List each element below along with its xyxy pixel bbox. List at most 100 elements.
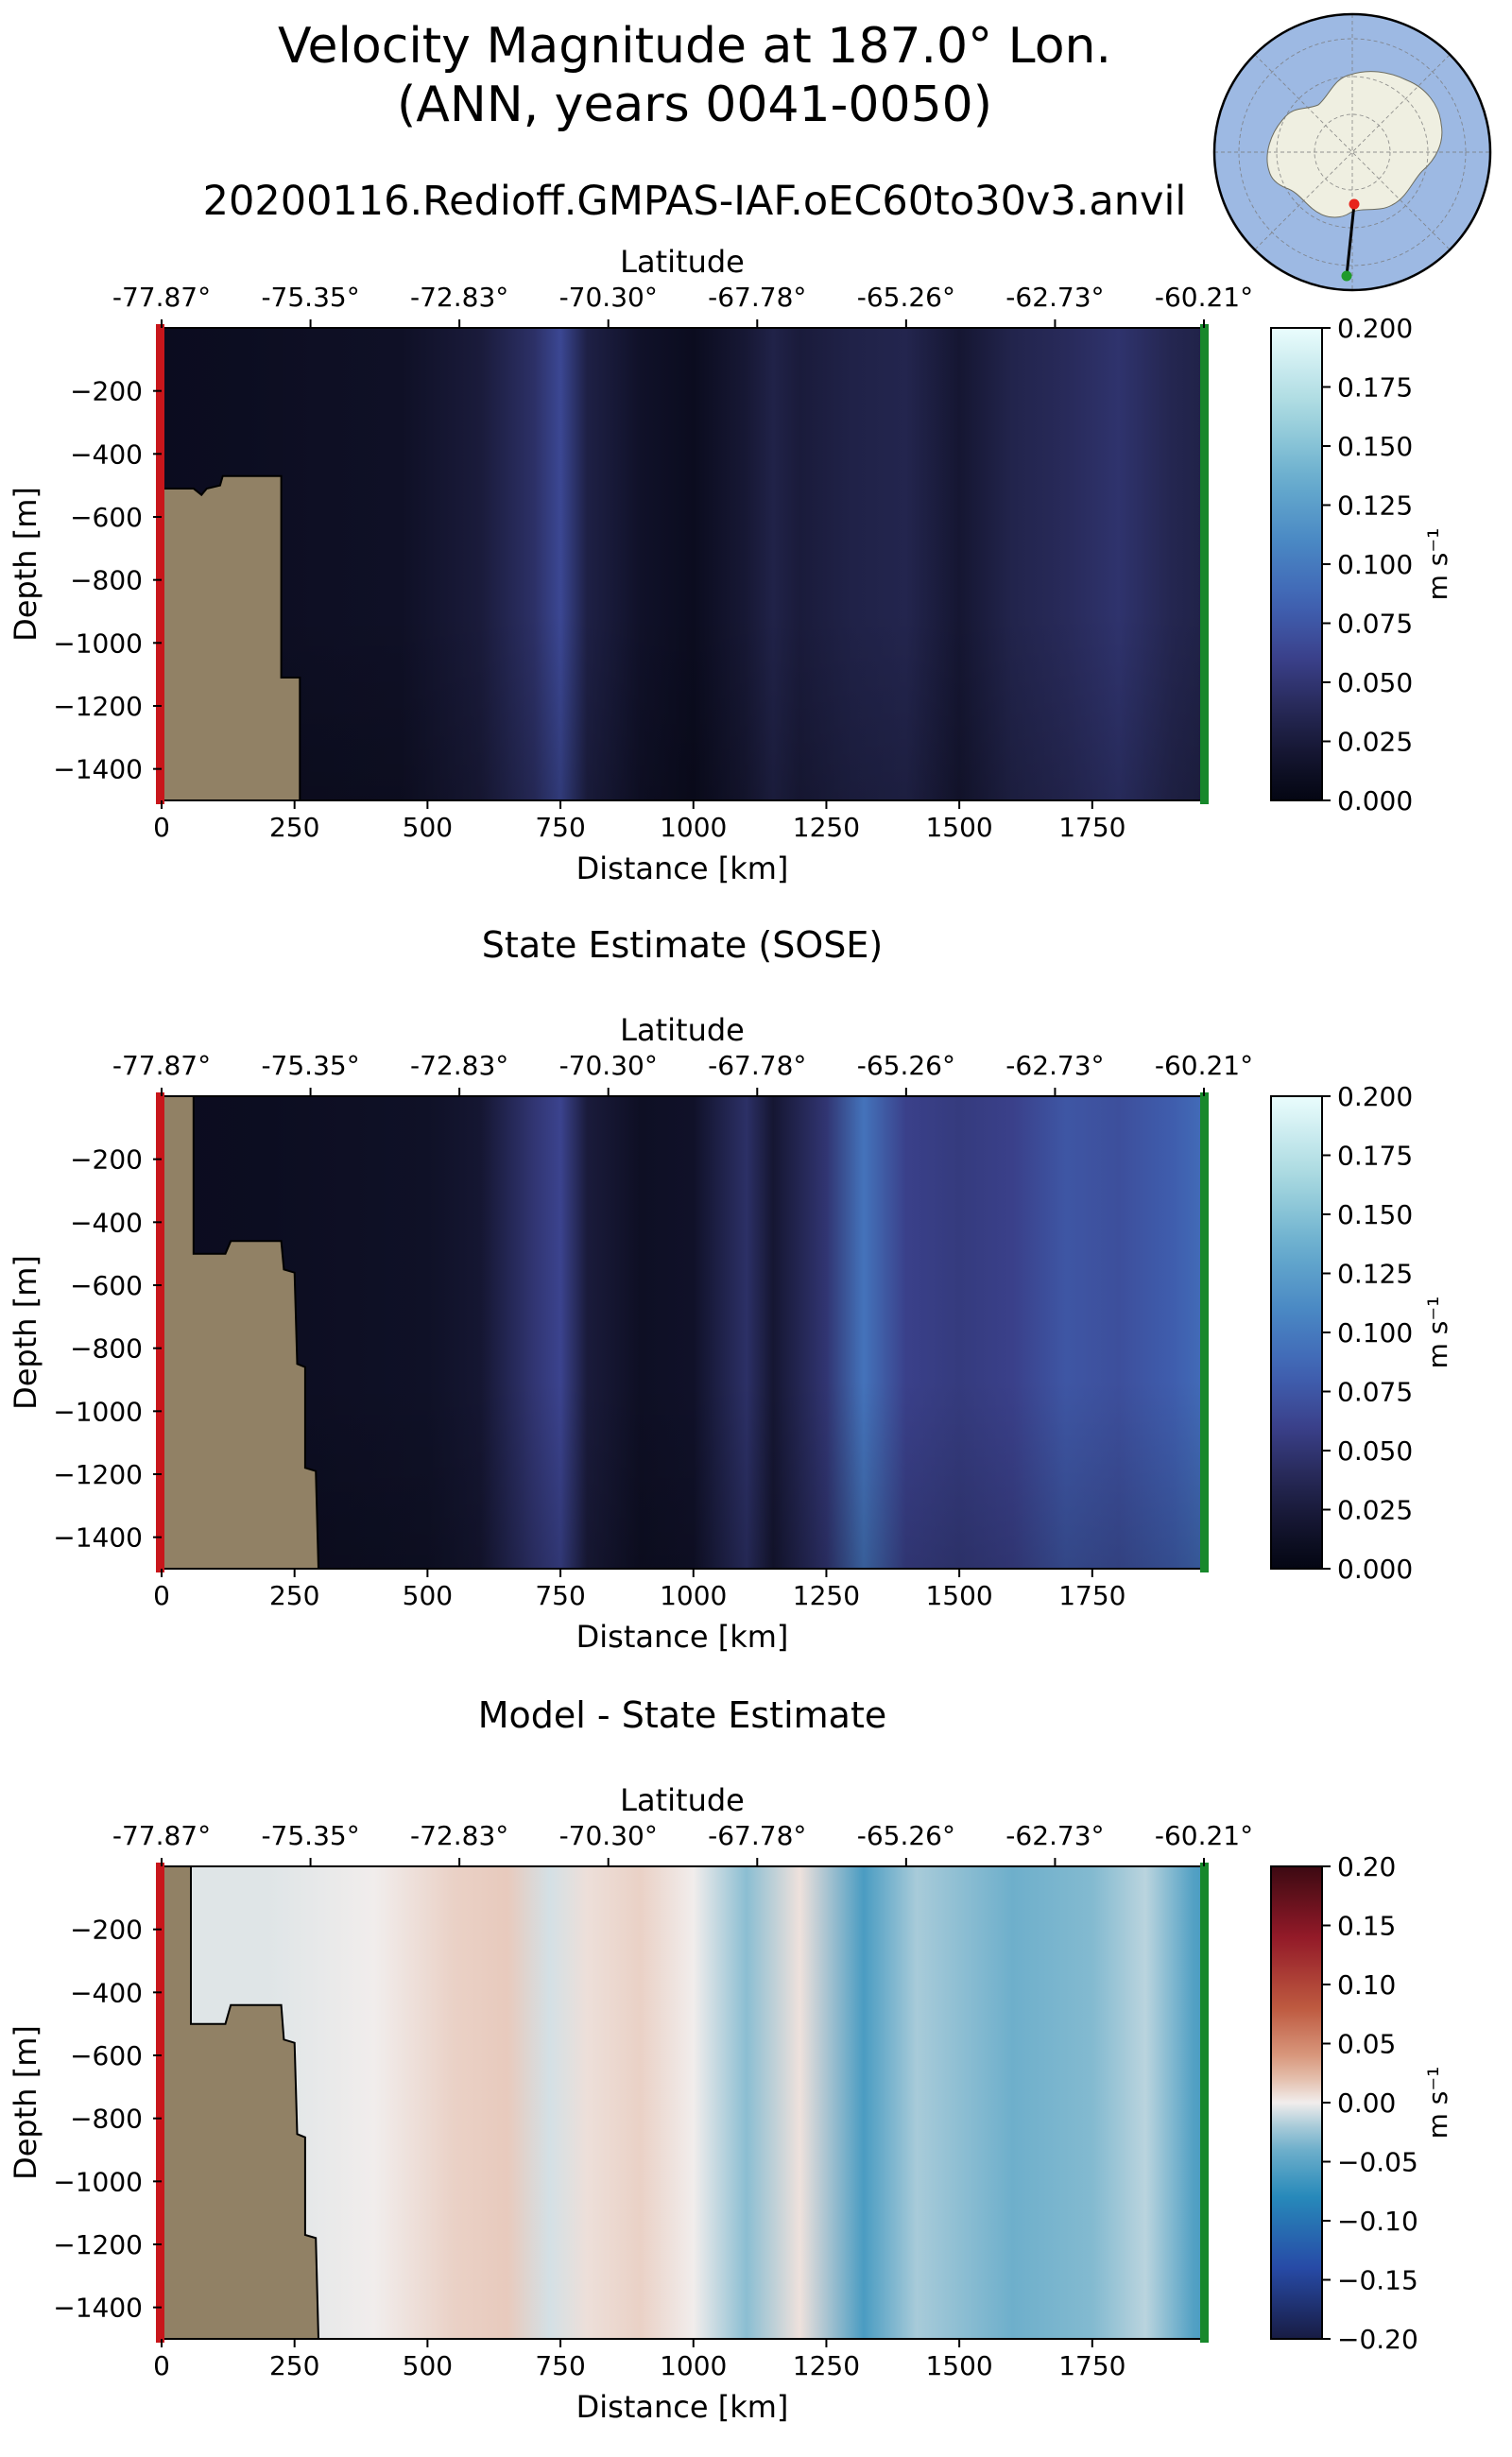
lat-tick-label: -72.83° — [410, 282, 508, 313]
lat-tick-label: -60.21° — [1155, 1050, 1253, 1081]
panel-1: 0 250 500 750 1000 1250 1500 1750 Distance [km] -… — [8, 244, 1453, 886]
x-tick-label: 1500 — [925, 1580, 992, 1611]
lat-tick-label: -67.78° — [708, 1820, 806, 1851]
x-tick-label: 750 — [535, 2350, 585, 2381]
x-tick-label: 0 — [153, 812, 170, 843]
lat-tick-label: -70.30° — [559, 1050, 658, 1081]
lat-tick-label: -65.26° — [857, 1050, 955, 1081]
lat-tick-label: -77.87° — [112, 1820, 211, 1851]
transect-start-marker — [1349, 198, 1360, 210]
lat-tick-label: -70.30° — [559, 1820, 658, 1851]
figure-title-line2: (ANN, years 0041-0050) — [396, 77, 993, 133]
y-tick-label: −1200 — [53, 1459, 143, 1490]
y-tick-label: −200 — [70, 1144, 143, 1176]
colorbar-tick-label: 0.025 — [1337, 727, 1413, 758]
colorbar-tick-label: 0.000 — [1337, 1554, 1413, 1585]
lat-tick-label: -60.21° — [1155, 282, 1253, 313]
map-frame — [1212, 12, 1492, 292]
transect-end-marker — [1341, 270, 1352, 282]
lat-tick-label: -75.35° — [261, 1820, 359, 1851]
x-tick-label: 1500 — [925, 812, 992, 843]
lat-tick-label: -62.73° — [1005, 1820, 1104, 1851]
colorbar — [1270, 1865, 1323, 2340]
lat-tick-label: -67.78° — [708, 282, 806, 313]
depth-shading — [162, 328, 1204, 800]
colorbar-tick-label: 0.000 — [1337, 785, 1413, 816]
y-tick-label: −1000 — [53, 1396, 143, 1427]
transect-end-bar — [1200, 324, 1209, 804]
y-tick-label: −600 — [70, 1270, 143, 1301]
panel-3: Model - State Estimate 0 250 500 750 1000 1250… — [8, 1694, 1453, 2425]
lat-tick-label: -77.87° — [112, 282, 211, 313]
colorbar-tick-label: 0.075 — [1337, 609, 1413, 640]
colorbar-tick-label: 0.00 — [1337, 2088, 1396, 2119]
transect-start-bar — [156, 1092, 164, 1572]
depth-shading — [162, 1096, 1204, 1569]
colorbar-tick-label: −0.15 — [1337, 2265, 1418, 2296]
y-tick-label: −800 — [70, 2104, 143, 2135]
colorbar-tick-label: 0.200 — [1337, 313, 1413, 344]
x-tick-label: 750 — [535, 1580, 585, 1611]
velocity-field — [162, 1866, 1204, 2339]
x-tick-label: 250 — [269, 812, 319, 843]
x-tick-label: 250 — [269, 2350, 319, 2381]
run-name: 20200116.Redioff.GMPAS-IAF.oEC60to30v3.a… — [202, 178, 1187, 225]
bathymetry-land — [161, 1865, 320, 2340]
lat-tick-label: -77.87° — [112, 1050, 211, 1081]
y-tick-label: −200 — [70, 376, 143, 407]
panel-title: Model - State Estimate — [478, 1694, 886, 1736]
transect-line — [1345, 203, 1356, 277]
transect-start-bar — [156, 324, 164, 804]
transect-end-bar — [1200, 1863, 1209, 2343]
y-tick-label: −1400 — [53, 1522, 143, 1554]
y-axis-label: Depth [m] — [8, 1255, 43, 1410]
y-tick-label: −600 — [70, 2040, 143, 2071]
x-tick-label: 1750 — [1058, 812, 1125, 843]
lat-tick-label: -72.83° — [410, 1820, 508, 1851]
lat-tick-label: -75.35° — [261, 282, 359, 313]
y-tick-label: −200 — [70, 1915, 143, 1946]
x-tick-label: 1250 — [793, 1580, 860, 1611]
transect-end-bar — [1200, 1092, 1209, 1572]
y-tick-label: −800 — [70, 1333, 143, 1365]
x-tick-label: 1500 — [925, 2350, 992, 2381]
colorbar-tick-label: 0.125 — [1337, 1259, 1413, 1290]
bathymetry-land — [161, 474, 301, 801]
colorbar-tick-label: 0.100 — [1337, 1317, 1413, 1349]
lat-tick-label: -67.78° — [708, 1050, 806, 1081]
panel-2: State Estimate (SOSE) 0 250 500 750 1000 1250 1… — [8, 924, 1453, 1655]
colorbar-tick-label: 0.050 — [1337, 667, 1413, 698]
y-tick-label: −400 — [70, 1207, 143, 1238]
figure-title-line1: Velocity Magnitude at 187.0° Lon. — [277, 18, 1112, 75]
y-tick-label: −400 — [70, 438, 143, 470]
x-tick-label: 1000 — [660, 2350, 727, 2381]
y-tick-label: −1400 — [53, 754, 143, 785]
colorbar-tick-label: 0.175 — [1337, 1141, 1413, 1172]
x-tick-label: 500 — [403, 1580, 453, 1611]
transect-start-bar — [156, 1863, 164, 2343]
y-tick-label: −600 — [70, 502, 143, 533]
lat-tick-label: -70.30° — [559, 282, 658, 313]
lat-axis-label: Latitude — [620, 244, 745, 280]
x-tick-label: 1250 — [793, 812, 860, 843]
colorbar — [1270, 1095, 1323, 1570]
colorbar-tick-label: 0.050 — [1337, 1435, 1413, 1467]
lat-tick-label: -65.26° — [857, 1820, 955, 1851]
colorbar-label: m s⁻¹ — [1422, 528, 1453, 601]
lat-axis-label: Latitude — [620, 1012, 745, 1048]
x-tick-label: 0 — [153, 2350, 170, 2381]
colorbar-tick-label: 0.200 — [1337, 1081, 1413, 1112]
map-graticule — [1214, 14, 1490, 290]
colorbar-tick-label: 0.150 — [1337, 431, 1413, 462]
figure-title: Velocity Magnitude at 187.0° Lon. (ANN, … — [0, 17, 1389, 134]
y-tick-label: −1200 — [53, 2229, 143, 2260]
colorbar-tick-label: 0.20 — [1337, 1851, 1396, 1882]
y-tick-label: −1200 — [53, 691, 143, 722]
x-tick-label: 1000 — [660, 812, 727, 843]
x-tick-label: 750 — [535, 812, 585, 843]
x-tick-label: 1750 — [1058, 2350, 1125, 2381]
x-tick-label: 250 — [269, 1580, 319, 1611]
y-tick-label: −400 — [70, 1977, 143, 2008]
lat-tick-label: -65.26° — [857, 282, 955, 313]
colorbar-tick-label: 0.150 — [1337, 1199, 1413, 1230]
